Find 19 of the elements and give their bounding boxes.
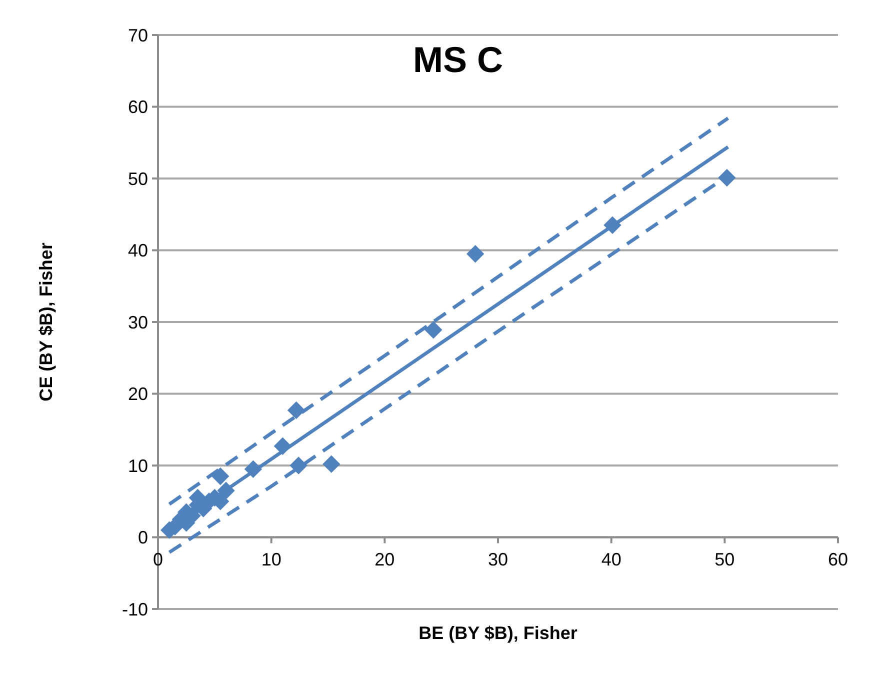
x-tick-label: 40 [601,549,622,570]
y-tick-label: 60 [128,97,148,118]
x-tick-label: 30 [488,549,508,570]
y-tick-label: 30 [128,312,148,332]
x-tick-label: 0 [152,549,164,570]
y-tick-label: 50 [128,168,148,189]
y-tick-label: 40 [128,240,148,261]
y-tick-label: 10 [128,456,148,476]
x-tick-label: 60 [828,549,848,570]
x-axis-title: BE (BY $B), Fisher [418,623,578,643]
y-tick-label: 0 [138,528,148,548]
y-tick-label: 70 [128,25,148,46]
x-tick-label: 10 [261,549,282,570]
y-tick-label: 20 [128,384,148,404]
x-tick-label: 20 [374,549,395,570]
y-tick-label: -10 [122,599,148,620]
y-axis-title: CE (BY $B), Fisher [36,242,56,402]
x-tick-label: 50 [714,549,735,570]
chart-title: MS C [413,39,503,80]
